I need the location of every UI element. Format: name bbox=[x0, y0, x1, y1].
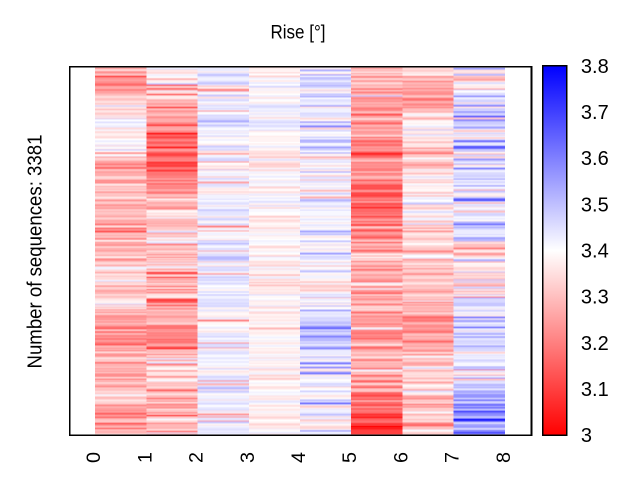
svg-text:3.7: 3.7 bbox=[581, 102, 609, 124]
svg-text:2: 2 bbox=[186, 452, 208, 463]
svg-text:5: 5 bbox=[339, 452, 361, 463]
svg-text:7: 7 bbox=[442, 452, 464, 463]
svg-text:3.2: 3.2 bbox=[581, 333, 609, 355]
svg-text:3.4: 3.4 bbox=[581, 241, 609, 263]
svg-text:3: 3 bbox=[581, 425, 592, 447]
svg-text:1: 1 bbox=[134, 452, 156, 463]
svg-text:Rise [°]: Rise [°] bbox=[271, 22, 326, 44]
svg-text:6: 6 bbox=[390, 452, 412, 463]
svg-text:8: 8 bbox=[493, 452, 515, 463]
svg-text:3.3: 3.3 bbox=[581, 287, 609, 309]
svg-text:3.6: 3.6 bbox=[581, 148, 609, 170]
svg-text:3.1: 3.1 bbox=[581, 379, 609, 401]
svg-text:3: 3 bbox=[237, 452, 259, 463]
svg-text:Number of sequences: 3381: Number of sequences: 3381 bbox=[25, 135, 47, 369]
svg-text:0: 0 bbox=[83, 452, 105, 463]
svg-text:3.8: 3.8 bbox=[581, 56, 609, 78]
svg-text:4: 4 bbox=[288, 452, 310, 463]
svg-text:3.5: 3.5 bbox=[581, 194, 609, 216]
